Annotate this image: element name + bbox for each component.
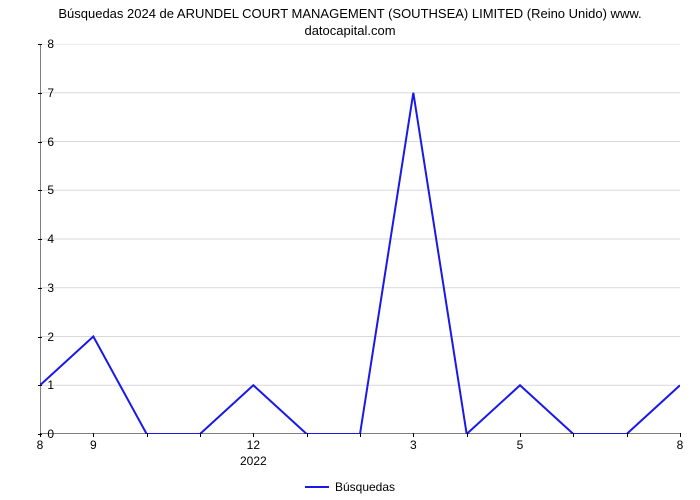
x-tick-label: 8 — [677, 438, 684, 452]
plot-svg — [40, 44, 680, 434]
y-tick-label: 8 — [47, 37, 54, 51]
legend-label: Búsquedas — [335, 480, 395, 494]
x-tick-label: 9 — [90, 438, 97, 452]
title-text-2: datocapital.com — [304, 23, 395, 38]
x-tick-label: 3 — [410, 438, 417, 452]
y-tick-label: 0 — [47, 427, 54, 441]
legend-swatch — [305, 486, 329, 488]
chart-title: Búsquedas 2024 de ARUNDEL COURT MANAGEME… — [0, 0, 700, 40]
y-tick-label: 3 — [47, 281, 54, 295]
legend: Búsquedas — [305, 480, 395, 494]
y-tick-label: 5 — [47, 183, 54, 197]
y-tick-label: 4 — [47, 232, 54, 246]
x-year-label: 2022 — [240, 454, 267, 468]
y-tick-label: 6 — [47, 135, 54, 149]
y-tick-label: 2 — [47, 330, 54, 344]
x-tick-label: 12 — [247, 438, 260, 452]
y-tick-label: 1 — [47, 378, 54, 392]
line-chart: Búsquedas 2024 de ARUNDEL COURT MANAGEME… — [0, 0, 700, 500]
title-text-1: Búsquedas 2024 de ARUNDEL COURT MANAGEME… — [58, 6, 641, 21]
y-tick-label: 7 — [47, 86, 54, 100]
x-tick-label: 5 — [517, 438, 524, 452]
x-tick-label: 8 — [37, 438, 44, 452]
plot-area — [40, 44, 680, 434]
